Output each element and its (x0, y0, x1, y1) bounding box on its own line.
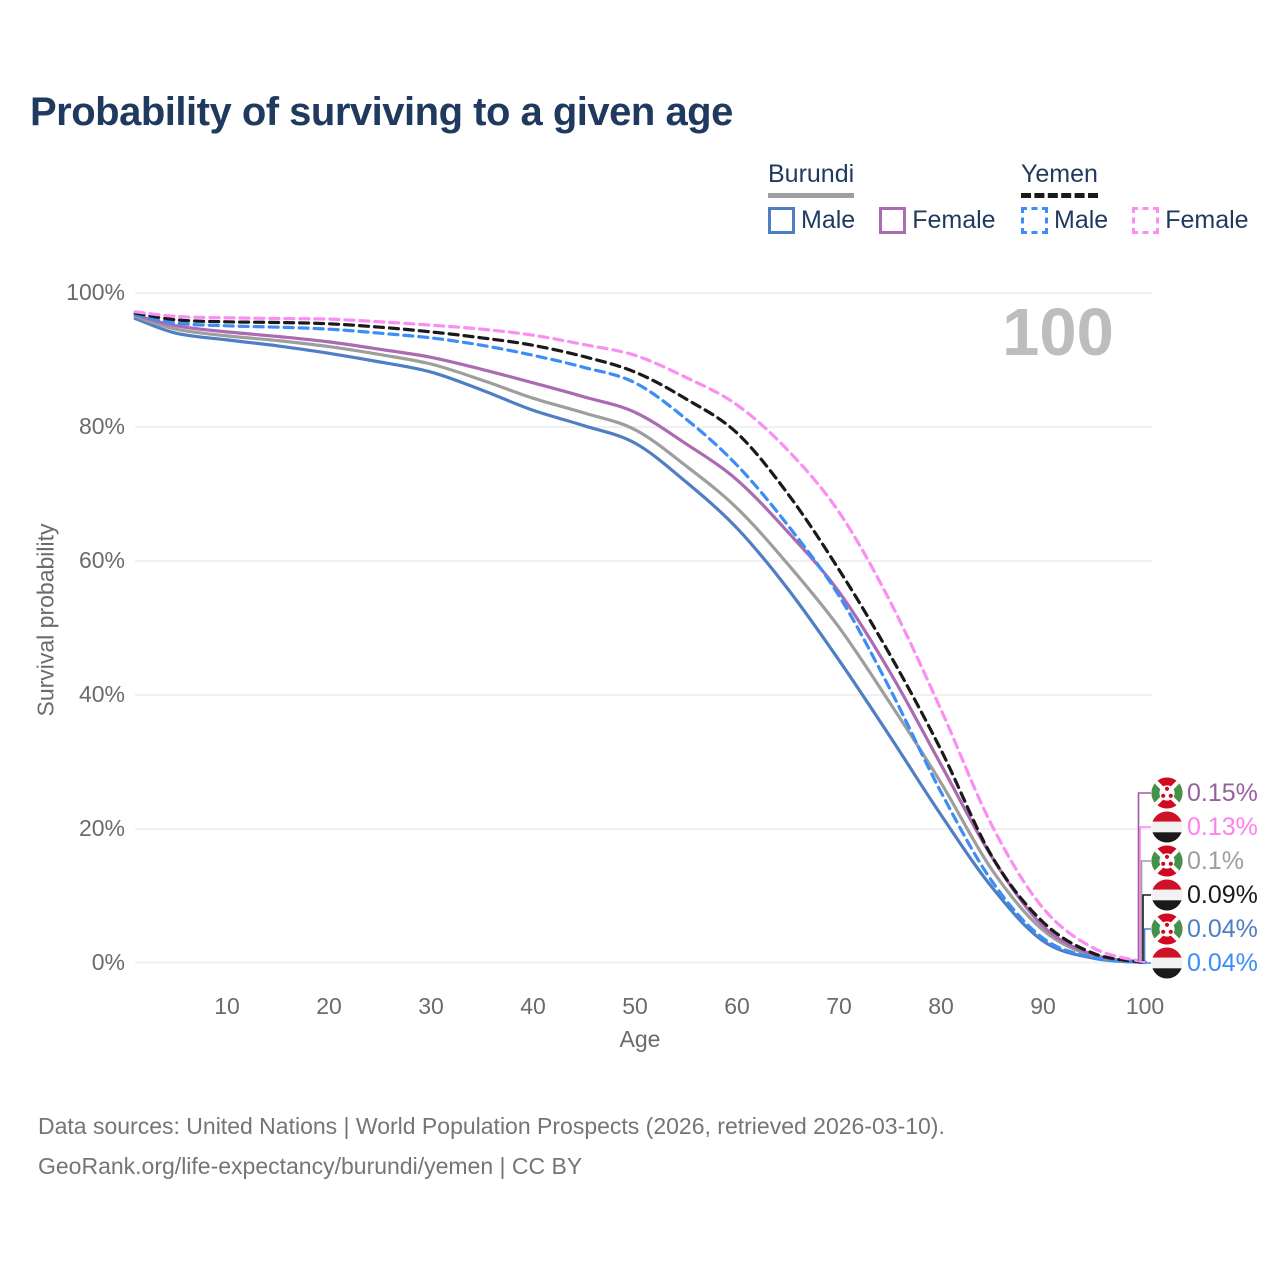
footer-attribution: GeoRank.org/life-expectancy/burundi/yeme… (38, 1153, 583, 1179)
footer-sources: Data sources: United Nations | World Pop… (38, 1113, 945, 1139)
x-tick-label: 100 (1125, 993, 1165, 1019)
burundi-male-line-swatch-icon (768, 207, 795, 234)
yemen-flag-icon (1151, 879, 1183, 911)
x-tick-label: 60 (724, 993, 750, 1019)
yemen-male-line-swatch-icon (1021, 207, 1048, 234)
end-label-value: 0.09% (1187, 880, 1258, 909)
burundi-flag-icon (1151, 845, 1183, 877)
legend-item-yemen-female[interactable]: Female (1132, 206, 1249, 235)
legend-item-label: Female (912, 206, 996, 234)
end-label-burundi-both-sexes-: 0.1% (1151, 845, 1244, 877)
legend-country-yemen[interactable]: Yemen (1021, 160, 1098, 198)
x-tick-label: 50 (622, 993, 648, 1019)
x-tick-label: 10 (214, 993, 240, 1019)
x-tick-label: 40 (520, 993, 546, 1019)
legend-item-label: Male (1054, 206, 1109, 234)
x-tick-label: 90 (1030, 993, 1056, 1019)
footer: Data sources: United Nations | World Pop… (38, 1106, 945, 1186)
series-line-burundi-both-sexes- (133, 314, 1147, 964)
x-tick-label: 70 (826, 993, 852, 1019)
series-line-yemen-female (133, 310, 1147, 964)
series-line-yemen-both-sexes- (133, 311, 1147, 964)
end-label-value: 0.04% (1187, 948, 1258, 977)
end-label-burundi-female: 0.15% (1151, 777, 1258, 809)
end-label-value: 0.15% (1187, 778, 1258, 807)
end-label-burundi-male: 0.04% (1151, 913, 1258, 945)
y-tick-label: 20% (78, 815, 125, 841)
y-tick-label: 0% (91, 948, 125, 975)
legend-item-burundi-female[interactable]: Female (879, 206, 996, 235)
x-axis-title: Age (619, 1026, 661, 1052)
y-tick-label: 60% (78, 547, 125, 573)
y-tick-label: 80% (78, 413, 125, 439)
yemen-flag-icon (1151, 947, 1183, 979)
x-tick-label: 80 (928, 993, 954, 1019)
end-label-connector (1142, 894, 1151, 961)
y-tick-label: 100% (66, 279, 125, 305)
end-label-value: 0.1% (1187, 846, 1244, 875)
burundi-flag-icon (1151, 913, 1183, 945)
legend-group-burundi: Burundi Male Female (768, 160, 996, 235)
series-line-yemen-male (133, 312, 1147, 965)
end-label-connector (1140, 860, 1151, 961)
hover-age-watermark: 100 (1002, 295, 1114, 370)
end-label-value: 0.04% (1187, 914, 1258, 943)
yemen-female-line-swatch-icon (1132, 207, 1160, 234)
end-label-yemen-male: 0.04% (1151, 947, 1258, 979)
end-label-connector (1139, 826, 1151, 961)
legend-item-burundi-male[interactable]: Male (768, 206, 855, 235)
legend-item-yemen-male[interactable]: Male (1021, 206, 1108, 235)
y-axis-title: Survival probability (32, 523, 59, 717)
legend-item-label: Male (801, 206, 856, 234)
x-tick-label: 30 (418, 993, 444, 1019)
legend-group-yemen: Yemen Male Female (1021, 160, 1249, 235)
legend-item-label: Female (1165, 206, 1249, 234)
end-label-yemen-female: 0.13% (1151, 811, 1258, 843)
burundi-flag-icon (1151, 777, 1183, 809)
series-line-burundi-male (133, 316, 1147, 965)
end-label-value: 0.13% (1187, 812, 1258, 841)
end-label-yemen-both-sexes-: 0.09% (1151, 879, 1258, 911)
y-tick-label: 40% (78, 681, 125, 707)
page-title: Probability of surviving to a given age (30, 90, 733, 134)
yemen-flag-icon (1151, 811, 1183, 843)
legend-country-burundi[interactable]: Burundi (768, 160, 855, 198)
series-line-burundi-female (133, 313, 1147, 964)
x-tick-label: 20 (316, 993, 342, 1019)
burundi-female-line-swatch-icon (879, 207, 907, 234)
end-label-connector (1137, 792, 1151, 961)
